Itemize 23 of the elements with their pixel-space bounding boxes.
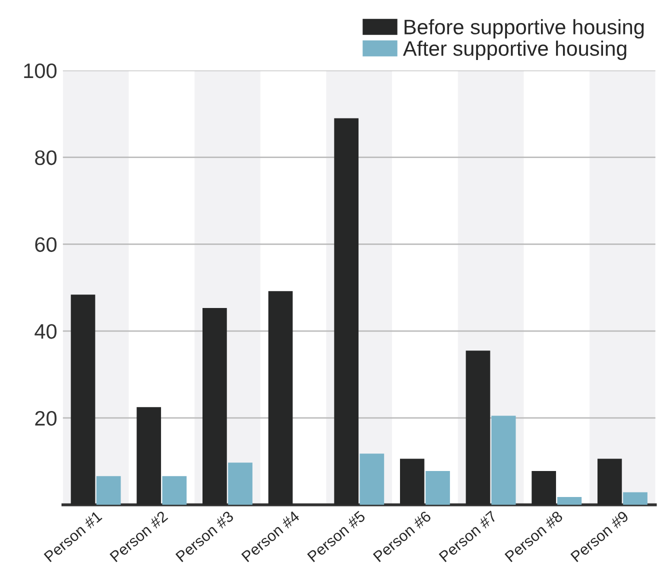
bar (268, 291, 293, 505)
bar (426, 470, 450, 505)
bar (96, 476, 121, 505)
bar (228, 462, 252, 505)
y-tick-label: 20 (35, 410, 57, 426)
bar (491, 416, 516, 505)
bar (360, 454, 384, 505)
y-tick-label: 40 (34, 324, 57, 339)
bar (70, 294, 96, 505)
bar (466, 350, 490, 505)
legend-label: Before supportive housing (404, 19, 644, 39)
bar (597, 458, 622, 505)
bar (400, 458, 424, 505)
y-tick-label: 80 (35, 150, 57, 166)
y-tick-label: 100 (24, 63, 57, 78)
bar (136, 407, 162, 505)
bar (532, 470, 556, 505)
bar (202, 308, 227, 505)
bar (162, 476, 187, 505)
y-tick-label: 60 (35, 237, 57, 252)
legend-label: After supportive housing (402, 40, 626, 60)
bar (623, 492, 648, 505)
bar (557, 497, 582, 505)
